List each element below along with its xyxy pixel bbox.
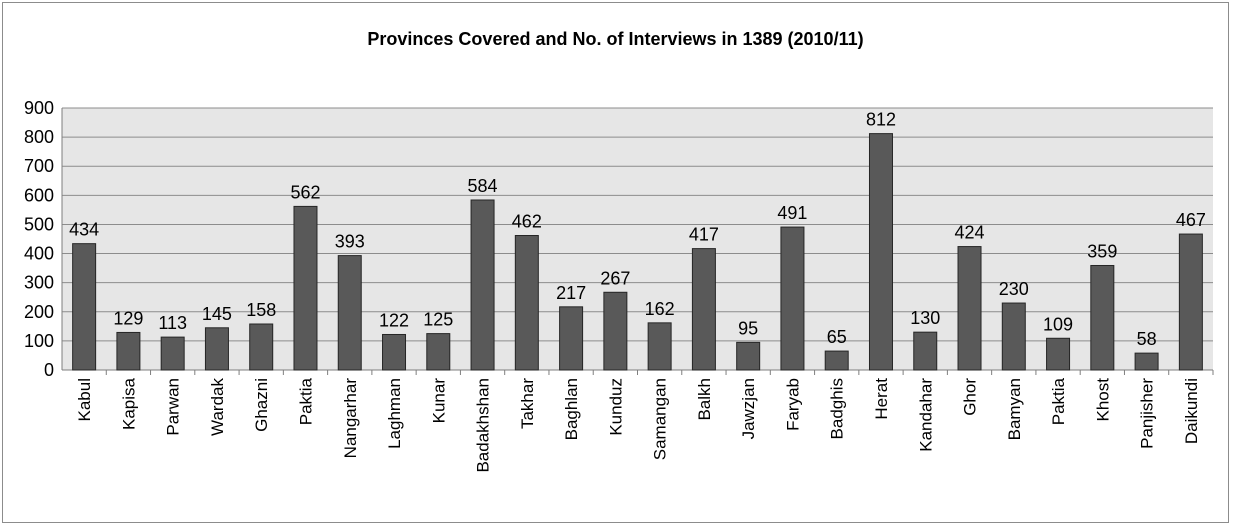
x-tick-label: Paktia [296,377,315,425]
bar [647,322,672,371]
bar [426,333,451,371]
data-label: 125 [423,310,453,330]
x-tick-label: Nangarhar [341,378,360,459]
bar [913,331,938,371]
x-tick-label: Wardak [208,378,227,436]
data-label: 95 [738,318,758,338]
x-tick-label: Ghor [961,378,980,416]
bar [382,333,407,371]
bar [249,323,274,371]
bar [691,248,716,371]
data-label: 122 [379,310,409,330]
data-label: 129 [113,308,143,328]
x-tick-label: Kapisa [119,377,138,430]
bar [957,246,982,371]
x-tick-label: Samangan [651,378,670,460]
data-label: 65 [827,327,847,347]
data-label: 424 [954,223,984,243]
data-label: 113 [158,313,187,333]
x-tick-label: Badghis [828,378,847,439]
bar [824,350,849,371]
x-tick-label: Faryab [783,378,802,431]
y-tick-label: 500 [24,214,54,234]
bar [470,199,495,371]
data-label: 562 [290,182,320,202]
data-label: 812 [866,110,896,130]
x-tick-label: Paktia [1049,377,1068,425]
x-tick-label: Khost [1093,378,1112,422]
x-tick-label: Balkh [695,378,714,421]
data-label: 393 [335,232,365,252]
bar [116,331,141,371]
data-label: 217 [556,283,586,303]
y-tick-label: 700 [24,156,54,176]
data-label: 230 [999,279,1029,299]
y-tick-label: 100 [24,331,54,351]
data-label: 491 [777,203,807,223]
data-label: 130 [910,308,940,328]
bar [780,226,805,371]
x-tick-label: Daikundi [1182,378,1201,444]
y-tick-label: 400 [24,244,54,264]
bar [736,341,761,371]
bar [204,327,229,371]
y-tick-label: 800 [24,127,54,147]
x-tick-label: Bamyan [1005,378,1024,440]
data-label: 162 [645,299,675,319]
x-tick-label: Herat [872,378,891,420]
data-label: 359 [1087,241,1117,261]
bar [293,205,318,371]
data-label: 158 [246,300,276,320]
x-tick-label: Ghazni [252,378,271,432]
y-tick-label: 600 [24,185,54,205]
bar [514,235,539,371]
data-label: 462 [512,212,542,232]
bar [1090,264,1115,371]
x-tick-label: Baghlan [562,378,581,440]
x-tick-label: Parwan [164,378,183,436]
x-tick-label: Kunduz [606,378,625,436]
bar [160,336,185,371]
x-tick-label: Takhar [518,378,537,429]
data-label: 145 [202,304,232,324]
bar [1046,337,1071,371]
data-label: 434 [69,220,99,240]
data-label: 267 [600,268,630,288]
y-tick-label: 300 [24,273,54,293]
bar [868,133,893,371]
bar [1134,352,1159,371]
bar [1178,233,1203,371]
x-tick-label: Kunar [429,378,448,424]
y-tick-label: 0 [44,360,54,380]
x-tick-label: Kandahar [916,378,935,452]
x-tick-label: Jawzjan [739,378,758,439]
bar [337,255,362,371]
data-label: 58 [1137,329,1157,349]
x-tick-label: Badakhshan [474,378,493,473]
y-tick-label: 200 [24,302,54,322]
data-label: 109 [1043,314,1073,334]
y-tick-label: 900 [24,98,54,118]
data-label: 584 [468,176,498,196]
plot-area [62,108,1213,370]
bar [603,291,628,371]
x-tick-label: Laghman [385,378,404,449]
bar [72,243,97,371]
data-label: 417 [689,225,719,245]
data-label: 467 [1176,210,1206,230]
x-tick-label: Panjisher [1138,378,1157,449]
bar [559,306,584,371]
chart-title: Provinces Covered and No. of Interviews … [367,29,864,49]
x-tick-label: Kabul [75,378,94,421]
bar [1001,302,1026,371]
